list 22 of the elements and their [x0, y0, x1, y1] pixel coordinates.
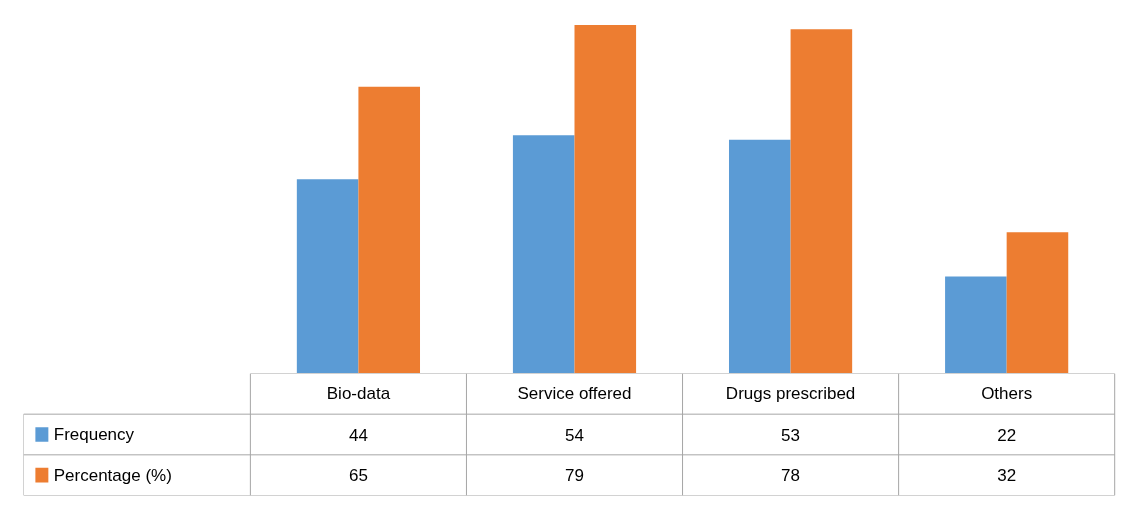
bar	[296, 179, 359, 373]
x-tick-label: Others	[981, 384, 1033, 404]
data-label: 44	[348, 425, 368, 445]
legend-label: Frequency	[53, 425, 135, 444]
data-label: 78	[781, 466, 801, 486]
data-label: 32	[997, 466, 1017, 486]
x-tick-label: Drugs prescribed	[725, 384, 856, 404]
bar	[358, 86, 420, 373]
bar	[1006, 232, 1069, 373]
x-tick-label: Bio-data	[326, 384, 391, 404]
bar	[574, 24, 637, 373]
bar	[729, 139, 791, 373]
x-tick-label: Service offered	[517, 384, 632, 404]
data-label: 53	[781, 425, 801, 445]
data-label: 54	[565, 425, 584, 445]
data-label: 79	[565, 466, 584, 486]
legend-label: Percentage (%)	[53, 465, 172, 485]
bar	[790, 29, 853, 373]
bar	[945, 276, 1007, 373]
bar	[512, 135, 575, 373]
data-label: 65	[348, 466, 368, 486]
data-label: 22	[997, 425, 1017, 445]
